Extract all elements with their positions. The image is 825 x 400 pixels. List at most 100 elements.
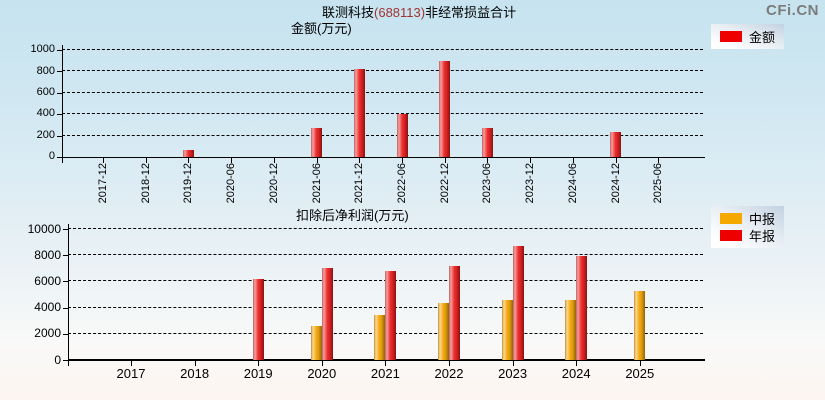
y-axis-label: 800 xyxy=(36,64,55,77)
y-axis-tick xyxy=(57,157,62,158)
x-axis-tick xyxy=(145,158,147,163)
y-axis-tick xyxy=(57,135,62,137)
x-axis-label: 2020-06 xyxy=(225,163,237,215)
y-axis-label: 200 xyxy=(36,128,55,141)
x-axis-label: 2022 xyxy=(434,366,464,381)
x-axis-label-text: 2021-12 xyxy=(353,163,366,204)
x-axis-label-text: 2019-12 xyxy=(182,163,195,204)
gridline xyxy=(62,113,703,115)
y-axis-tick xyxy=(57,71,62,73)
bar-金额-2023-06 xyxy=(481,127,493,157)
y-axis-label: 6000 xyxy=(34,273,61,288)
legend-label: 金额 xyxy=(749,30,776,45)
chart1-title: 联测科技(688113)非经常损益合计 金额(万元) xyxy=(291,5,516,37)
legend-label: 年报 xyxy=(749,229,776,244)
bar-年报-2023 xyxy=(512,246,524,360)
bar-金额-2022-12 xyxy=(439,60,451,157)
x-axis-tick xyxy=(530,158,532,163)
x-axis-label: 2022-06 xyxy=(396,163,408,215)
x-axis-label: 2025 xyxy=(625,366,655,381)
x-axis-tick xyxy=(103,158,104,163)
x-axis-tick xyxy=(487,158,489,163)
x-axis-tick xyxy=(658,158,660,163)
y-axis-tick xyxy=(63,360,68,361)
x-axis-label: 2021-06 xyxy=(311,163,323,215)
x-axis-label-text: 2018-12 xyxy=(139,163,152,204)
legend-swatch-red xyxy=(720,230,742,241)
x-axis-label-text: 2020-06 xyxy=(225,163,238,204)
x-axis-label: 2021 xyxy=(370,366,400,381)
chart2-title: 扣除后净利润(万元) xyxy=(296,208,409,223)
x-axis-label-text: 2024-12 xyxy=(609,163,622,204)
x-axis-label: 2018 xyxy=(180,366,210,381)
y-axis-tick xyxy=(57,50,62,51)
x-axis-label: 2024-12 xyxy=(610,163,622,215)
x-axis-label: 2017-12 xyxy=(97,163,109,215)
x-axis-label: 2025-06 xyxy=(652,163,664,215)
bar-中报-2020 xyxy=(310,325,322,360)
chart1-title-unit: 金额(万元) xyxy=(291,21,352,36)
bar-年报-2022 xyxy=(449,265,460,360)
y-axis-label: 1000 xyxy=(30,43,55,56)
legend-swatch-red xyxy=(720,31,742,42)
x-axis-label: 2019 xyxy=(243,366,273,381)
x-axis-tick xyxy=(449,361,450,366)
x-axis-label-text: 2022-12 xyxy=(438,163,451,204)
cfi-cn-logo: CFi.CN xyxy=(766,2,819,19)
legend-item-年报: 年报 xyxy=(720,227,775,244)
bar-中报-2023 xyxy=(501,299,513,360)
bar-中报-2021 xyxy=(374,315,386,360)
x-axis-tick xyxy=(359,158,361,163)
x-axis-label: 2020-12 xyxy=(268,163,280,215)
gridline xyxy=(62,91,703,93)
x-axis-label-text: 2023-06 xyxy=(481,163,494,204)
x-axis-tick xyxy=(231,158,233,163)
x-axis-line xyxy=(62,157,705,158)
legend-chart2: 中报 年报 xyxy=(711,206,785,248)
y-axis-tick xyxy=(63,307,68,309)
y-axis-label: 2000 xyxy=(34,326,61,341)
legend-chart1: 金额 xyxy=(711,24,785,49)
x-axis-tick xyxy=(316,158,318,163)
x-axis-label: 2019-12 xyxy=(182,163,194,215)
y-axis-label: 8000 xyxy=(34,247,61,262)
x-axis-label-text: 2021-06 xyxy=(310,163,323,204)
x-axis-label-text: 2024-06 xyxy=(566,163,579,204)
bar-金额-2022-06 xyxy=(396,114,408,157)
chart1-title-stock-code: (688113) xyxy=(374,5,426,20)
y-axis-label: 0 xyxy=(54,352,61,367)
x-axis-tick xyxy=(258,361,260,366)
x-axis-tick xyxy=(639,361,641,366)
x-axis-label-text: 2025-06 xyxy=(652,163,665,204)
x-axis-tick xyxy=(512,361,514,366)
x-axis-label: 2022-12 xyxy=(439,163,451,215)
gridline xyxy=(68,254,703,256)
y-axis-label: 400 xyxy=(36,107,55,120)
legend-label: 中报 xyxy=(749,212,776,227)
bar-年报-2021 xyxy=(385,270,397,360)
bar-年报-2019 xyxy=(252,279,264,360)
bar-中报-2022 xyxy=(438,303,449,360)
y-axis-line xyxy=(62,45,63,163)
legend-item-金额: 金额 xyxy=(720,28,775,45)
y-axis-tick xyxy=(63,255,68,257)
x-axis-label: 2018-12 xyxy=(140,163,152,215)
chart1-title-company: 联测科技 xyxy=(322,5,375,20)
y-axis-tick xyxy=(63,333,68,335)
x-axis-label-text: 2022-06 xyxy=(396,163,409,204)
bar-金额-2024-12 xyxy=(610,131,622,157)
x-axis-label: 2021-12 xyxy=(353,163,365,215)
y-axis-tick xyxy=(57,92,62,94)
x-axis-tick xyxy=(385,361,387,366)
x-axis-label: 2023-06 xyxy=(481,163,493,215)
bar-中报-2024 xyxy=(565,299,577,360)
x-axis-label-text: 2023-12 xyxy=(524,163,537,204)
x-axis-label-text: 2020-12 xyxy=(267,163,280,204)
x-axis-tick xyxy=(321,361,323,366)
gridline xyxy=(62,49,703,50)
gridline xyxy=(62,134,703,136)
x-axis-label: 2017 xyxy=(116,366,146,381)
bar-金额-2021-06 xyxy=(311,128,323,157)
x-axis-tick xyxy=(273,158,275,163)
